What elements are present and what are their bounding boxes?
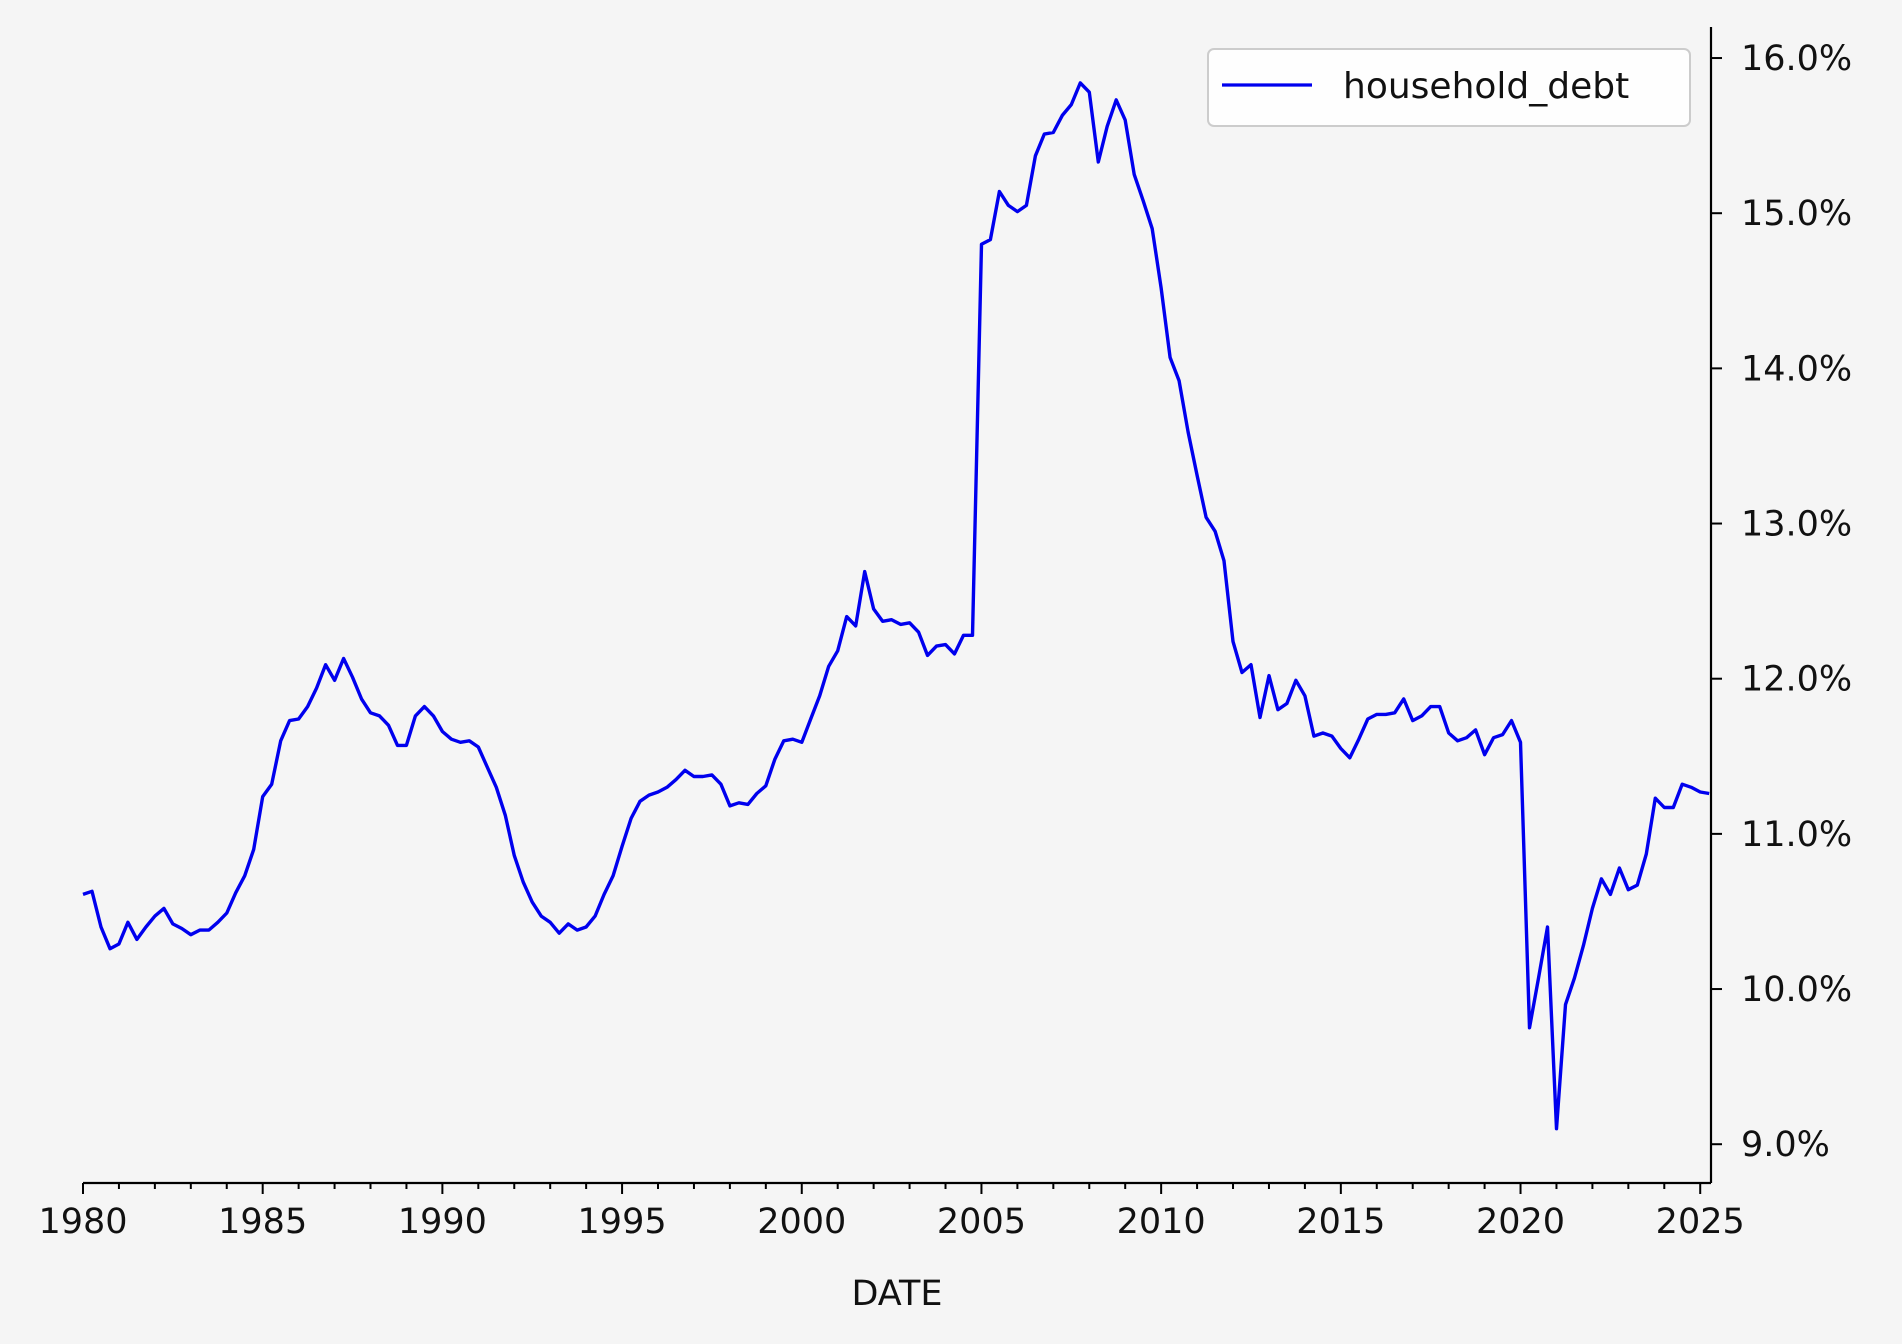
x-tick-label: 1985 [218, 1202, 307, 1242]
x-tick-label: 2015 [1296, 1202, 1385, 1242]
y-axis-ticks: 9.0% 10.0% 11.0% 12.0% 13.0% 14.0% 15.0% 16.0% [1711, 39, 1852, 1165]
y-tick-label: 16.0% [1741, 39, 1852, 79]
x-tick-label: 2010 [1117, 1202, 1206, 1242]
series-line-household-debt [82, 81, 1710, 1131]
y-tick-label: 10.0% [1741, 970, 1852, 1010]
x-tick-label: 1995 [578, 1202, 667, 1242]
x-tick-label: 2005 [937, 1202, 1026, 1242]
y-tick-label: 11.0% [1741, 815, 1852, 855]
y-tick-label: 14.0% [1741, 349, 1852, 389]
legend-box [1207, 48, 1691, 127]
y-tick-label: 9.0% [1741, 1125, 1830, 1165]
x-axis-ticks: 1980 1985 1990 1995 2000 2005 2010 2015 2020 2025 [38, 1183, 1745, 1242]
plot-area [82, 81, 1710, 1131]
x-axis-title: DATE [851, 1274, 942, 1314]
y-tick-label: 12.0% [1741, 660, 1852, 700]
x-tick-label: 2000 [757, 1202, 846, 1242]
y-tick-label: 13.0% [1741, 505, 1852, 545]
legend-label-household-debt: household_debt [1343, 66, 1629, 107]
x-tick-label: 2025 [1656, 1202, 1745, 1242]
legend: household_debt [1207, 48, 1691, 127]
y-tick-label: 15.0% [1741, 194, 1852, 234]
x-tick-label: 1980 [38, 1202, 127, 1242]
x-tick-label: 2020 [1476, 1202, 1565, 1242]
x-tick-label: 1990 [398, 1202, 487, 1242]
